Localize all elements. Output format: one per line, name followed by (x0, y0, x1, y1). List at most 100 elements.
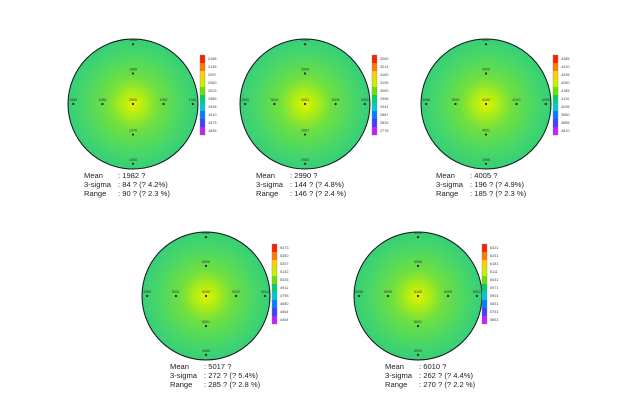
measurement-value-left-edge: 2990 (241, 98, 249, 102)
stats-value: : 272 ? (? 5.4%) (204, 371, 259, 380)
colorbar-tick-label: 3105 (380, 81, 388, 85)
colorbar-segment (482, 300, 487, 308)
measurement-value-center: 6150 (414, 290, 422, 294)
colorbar-segment (272, 308, 277, 316)
measurement-point-bottom (416, 353, 420, 356)
stats-block: Mean: 6010 ? 3-sigma: 262 ? (? 4.4%) Range… (385, 362, 475, 389)
colorbar-segment (553, 111, 558, 119)
stats-row-range: Range: 285 ? (? 2.8 %) (170, 380, 260, 389)
colorbar-segment (200, 103, 205, 111)
stats-label: Range (436, 189, 459, 198)
stats-label: Range (170, 380, 193, 389)
colorbar-tick-label: 5831 (490, 302, 498, 306)
measurement-value-right: 1982 (160, 98, 168, 102)
colorbar-segment (200, 71, 205, 79)
colorbar-tick-label: 3885 (561, 121, 569, 125)
stats-row-mean: Mean: 6010 ? (385, 362, 475, 371)
measurement-value-left-edge: 4990 (143, 290, 151, 294)
measurement-value-right-edge: 6002 (473, 290, 481, 294)
stats-value: : 146 ? (? 2.4 %) (290, 189, 347, 198)
measurement-value-upper: 3006 (301, 67, 309, 71)
measurement-point-right-edge (191, 102, 194, 106)
colorbar-tick-label: 2097 (208, 73, 216, 77)
stats-label: Mean (436, 171, 455, 180)
colorbar-tick-label: 4185 (561, 89, 569, 93)
stats-value: : 4005 ? (470, 171, 498, 180)
colorbar-tick-label: 4035 (561, 105, 569, 109)
colorbar (552, 54, 559, 136)
measurement-point-top (303, 43, 307, 46)
measurement-value-bottom: 4985 (202, 349, 210, 353)
colorbar-segment (200, 111, 205, 119)
colorbar-segment (272, 268, 277, 276)
measurement-value-left-edge: 5998 (355, 290, 363, 294)
measurement-value-right-edge: 5010 (261, 290, 269, 294)
measurement-point-top (204, 236, 208, 239)
colorbar-tick-label: 4454 (280, 318, 288, 322)
measurement-value-right: 5002 (232, 290, 240, 294)
colorbar-tick-label: 4260 (561, 81, 569, 85)
stats-value: : 262 ? (? 4.4%) (419, 371, 474, 380)
stats-label: 3-sigma (84, 180, 112, 189)
colorbar-segment (200, 79, 205, 87)
measurement-point-left-edge (72, 102, 75, 106)
colorbar-tick-label: 3050 (380, 89, 388, 93)
colorbar-tick-label: 4564 (280, 310, 288, 314)
measurement-value-right-edge: 3060 (361, 98, 369, 102)
colorbar-segment (372, 71, 377, 79)
measurement-point-left (101, 102, 104, 106)
colorbar-segment (200, 119, 205, 127)
measurement-value-left: 3000 (270, 98, 278, 102)
colorbar-segment (372, 87, 377, 95)
colorbar-segment (272, 244, 277, 252)
measurement-point-left-edge (358, 294, 361, 298)
measurement-value-center: 3001 (301, 98, 309, 102)
colorbar-tick-label: 1948 (208, 105, 216, 109)
stats-label: 3-sigma (436, 180, 464, 189)
colorbar-segment (200, 95, 205, 103)
colorbar-segment (200, 127, 205, 135)
stats-row-range: Range: 185 ? (? 2.3 %) (436, 189, 526, 198)
measurement-point-top (484, 43, 488, 46)
colorbar-tick-label: 2996 (380, 97, 388, 101)
measurement-point-bottom (303, 162, 307, 165)
colorbar-segment (553, 63, 558, 71)
colorbar (199, 54, 206, 136)
measurement-value-right-edge: 3995 (542, 98, 550, 102)
colorbar-segment (272, 300, 277, 308)
colorbar-tick-label: 5026 (280, 278, 288, 282)
colorbar (481, 243, 488, 325)
colorbar-segment (482, 252, 487, 260)
stats-row-mean: Mean: 5017 ? (170, 362, 260, 371)
colorbar-tick-label: 6041 (490, 278, 498, 282)
stats-value: : 1982 ? (118, 171, 146, 180)
colorbar-segment (553, 95, 558, 103)
colorbar-tick-label: 5901 (490, 294, 498, 298)
measurement-point-center (484, 102, 488, 106)
colorbar-segment (372, 79, 377, 87)
colorbar-segment (553, 103, 558, 111)
measurement-value-left: 1986 (98, 98, 106, 102)
measurement-value-lower: 1976 (129, 129, 137, 133)
colorbar-segment (482, 268, 487, 276)
stats-block: Mean : 4005 ? 3-sigma: 196 ? (? 4.9%) Range… (436, 171, 526, 198)
colorbar-tick-label: 5971 (490, 286, 498, 290)
stats-row-3-sigma: 3-sigma: 196 ? (? 4.9%) (436, 180, 526, 189)
measurement-value-left-edge: 1985 (69, 98, 77, 102)
measurement-point-right-edge (363, 102, 366, 106)
colorbar-segment (482, 244, 487, 252)
measurement-point-bottom (204, 353, 208, 356)
measurement-value-right: 4010 (513, 98, 521, 102)
colorbar-segment (482, 284, 487, 292)
measurement-value-left-edge: 3986 (422, 98, 430, 102)
measurement-value-center: 4100 (482, 98, 490, 102)
measurement-point-lower (416, 324, 420, 328)
stats-label: Mean (84, 171, 103, 180)
colorbar-tick-label: 4795 (280, 294, 288, 298)
stats-row-3-sigma: 3-sigma: 84 ? (? 4.2%) (84, 180, 170, 189)
measurement-point-right-edge (263, 294, 266, 298)
